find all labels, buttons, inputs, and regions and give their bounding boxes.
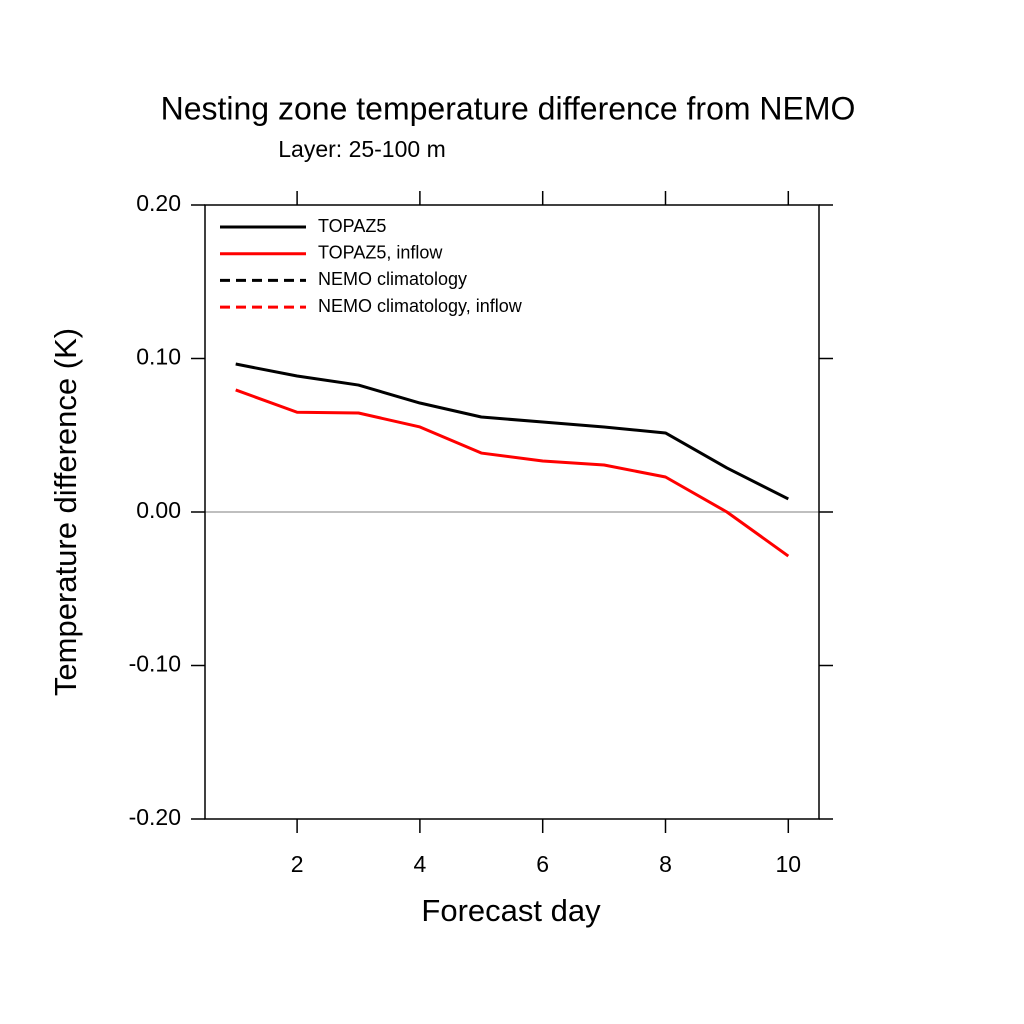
x-axis-label: Forecast day	[421, 893, 601, 928]
x-tick-label: 6	[536, 851, 549, 877]
x-tick-label: 8	[659, 851, 672, 877]
legend-label: NEMO climatology, inflow	[318, 296, 523, 316]
chart-title: Nesting zone temperature difference from…	[161, 90, 856, 126]
y-tick-label: 0.20	[136, 190, 181, 216]
y-tick-label: -0.20	[129, 804, 181, 830]
x-tick-label: 2	[291, 851, 304, 877]
legend-label: NEMO climatology	[318, 269, 467, 289]
y-tick-label: 0.00	[136, 497, 181, 523]
y-axis-label: Temperature difference (K)	[48, 328, 83, 696]
legend-label: TOPAZ5, inflow	[318, 242, 443, 262]
x-tick-label: 4	[414, 851, 427, 877]
series-line	[235, 362, 789, 501]
y-tick-label: -0.10	[129, 651, 181, 677]
y-tick-label: 0.10	[136, 344, 181, 370]
series-line	[235, 388, 790, 558]
chart-subtitle: Layer: 25-100 m	[278, 136, 445, 162]
x-tick-label: 10	[776, 851, 802, 877]
legend-label: TOPAZ5	[318, 216, 386, 236]
